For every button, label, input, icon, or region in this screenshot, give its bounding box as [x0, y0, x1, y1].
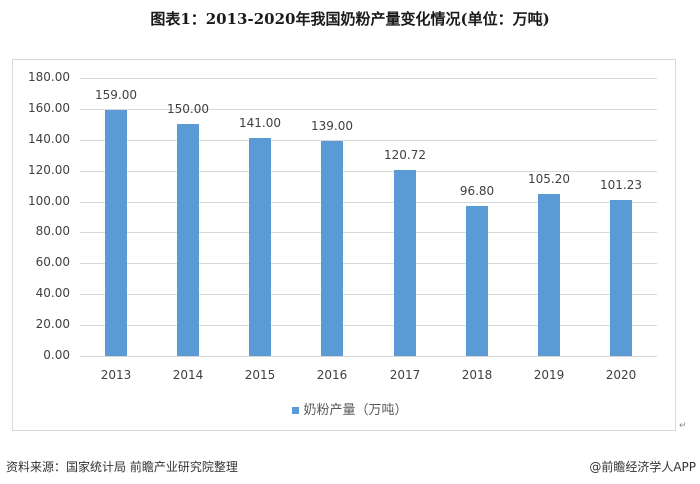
x-tick-label: 2019: [533, 368, 565, 382]
x-tick-label: 2013: [100, 368, 132, 382]
data-label: 139.00: [311, 119, 353, 133]
gridline: [80, 140, 657, 141]
x-tick-label: 2016: [316, 368, 348, 382]
legend: 奶粉产量（万吨）: [0, 399, 700, 418]
bar-2016: [321, 141, 343, 356]
y-tick-label: 100.00: [28, 194, 70, 208]
gridline: [80, 78, 657, 79]
y-tick-label: 180.00: [28, 70, 70, 84]
bar-2017: [394, 170, 416, 356]
y-tick-label: 160.00: [28, 101, 70, 115]
gridline: [80, 202, 657, 203]
data-label: 120.72: [384, 148, 426, 162]
data-label: 159.00: [95, 88, 137, 102]
x-tick-label: 2014: [172, 368, 204, 382]
data-label: 150.00: [167, 102, 209, 116]
data-label: 141.00: [239, 116, 281, 130]
data-label: 96.80: [459, 184, 495, 198]
gridline: [80, 171, 657, 172]
y-tick-label: 140.00: [28, 132, 70, 146]
data-label: 101.23: [600, 178, 642, 192]
legend-swatch-icon: [292, 407, 300, 414]
gridline: [80, 263, 657, 264]
bar-2018: [466, 206, 488, 356]
data-label: 105.20: [528, 172, 570, 186]
bar-2013: [105, 110, 127, 356]
source-note: 资料来源：国家统计局 前瞻产业研究院整理: [6, 460, 238, 474]
y-tick-label: 0.00: [43, 348, 70, 362]
gridline: [80, 325, 657, 326]
bar-2019: [538, 194, 560, 356]
x-tick-label: 2015: [244, 368, 276, 382]
y-tick-label: 60.00: [35, 255, 70, 269]
x-tick-label: 2018: [461, 368, 493, 382]
gridline: [80, 232, 657, 233]
gridline: [80, 356, 657, 357]
y-tick-label: 40.00: [35, 286, 70, 300]
x-tick-label: 2020: [605, 368, 637, 382]
y-tick-label: 120.00: [28, 163, 70, 177]
y-tick-label: 80.00: [35, 224, 70, 238]
chart-title: 图表1：2013-2020年我国奶粉产量变化情况(单位：万吨): [150, 10, 550, 28]
legend-label: 奶粉产量（万吨）: [303, 403, 408, 418]
y-tick-label: 20.00: [35, 317, 70, 331]
credit-note: @前瞻经济学人APP: [589, 460, 696, 474]
gridline: [80, 109, 657, 110]
bar-2014: [177, 124, 199, 356]
bar-2015: [249, 138, 271, 356]
bar-2020: [610, 200, 632, 356]
x-tick-label: 2017: [389, 368, 421, 382]
paragraph-mark-icon: ↵: [679, 421, 687, 431]
gridline: [80, 294, 657, 295]
